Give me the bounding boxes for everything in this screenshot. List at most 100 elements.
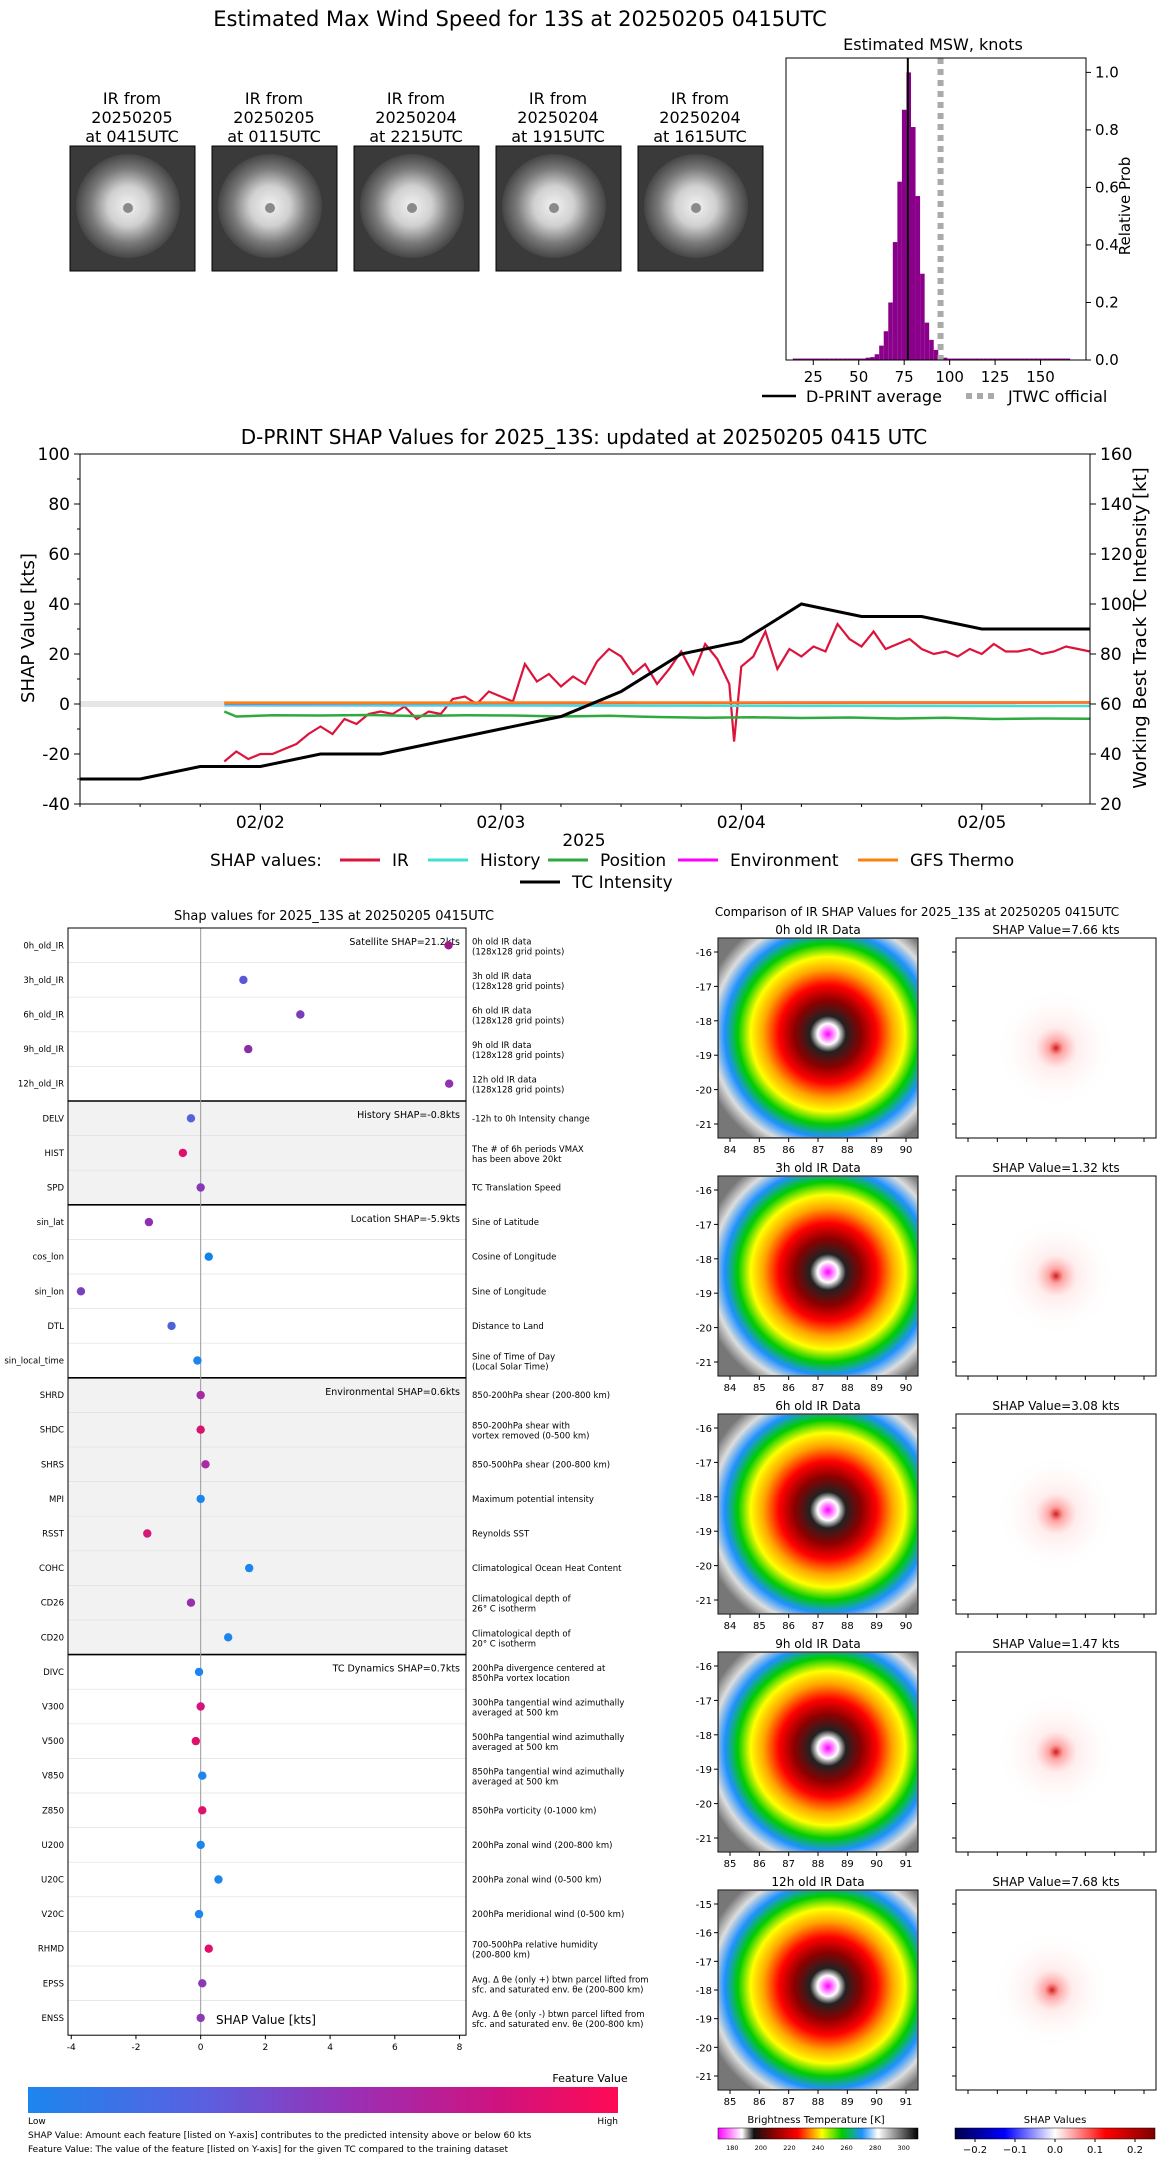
msw-bar [970, 358, 975, 360]
msw-bar [806, 358, 811, 360]
legend-label-environment: Environment [730, 851, 839, 871]
msw-bar [1047, 358, 1052, 360]
feature-point [76, 1287, 86, 1296]
ts-ytick-label: 80 [48, 495, 70, 515]
ir-ytick-label: -19 [696, 1765, 712, 1776]
ts-xtick-label: 02/04 [717, 813, 766, 833]
ts-y2tick-label: 100 [1100, 595, 1132, 615]
ir-xtick-label: 84 [724, 1383, 737, 1394]
msw-frame [785, 57, 1087, 361]
msw-bar [856, 358, 861, 360]
ir-panel-title: 12h old IR Data [771, 1875, 864, 1889]
ir-ytick-label: -16 [696, 1662, 712, 1673]
ir-xtick-label: 89 [870, 1621, 883, 1632]
msw-bar [1011, 358, 1016, 360]
ts-xtick-label: 02/02 [236, 813, 285, 833]
feature-name: SPD [47, 1184, 65, 1194]
ts-ytick-label: -20 [42, 745, 70, 765]
msw-bar [983, 358, 989, 360]
msw-bar [901, 109, 907, 361]
shap-panel-title: SHAP Value=7.68 kts [992, 1875, 1119, 1889]
feature-xtick-label: 0 [198, 2043, 204, 2053]
feature-name: HIST [45, 1149, 65, 1159]
ir-panel-title: 9h old IR Data [775, 1637, 861, 1651]
feature-desc: (128x128 grid points) [472, 947, 564, 957]
thumb-eye-0 [123, 203, 133, 213]
feature-point [204, 1252, 213, 1261]
feature-name: DELV [42, 1114, 64, 1124]
feature-point [239, 975, 248, 985]
ir-panel-title: 0h old IR Data [775, 923, 861, 937]
msw-bar [824, 358, 830, 360]
ir-xtick-label: 84 [724, 1621, 737, 1632]
ts-y2tick-label: 120 [1100, 545, 1132, 565]
msw-bar [820, 358, 825, 360]
ir-ytick-label: -16 [696, 948, 712, 959]
ir-panel-image [719, 1415, 917, 1613]
thumb-label-4-0: IR from [671, 89, 729, 108]
feature-point [186, 1114, 196, 1123]
series-gfs-thermo [224, 701, 1091, 705]
ir-colorbar-tick: 220 [783, 2144, 795, 2152]
msw-bar [842, 358, 848, 360]
feature-name: cos_lon [32, 1253, 64, 1263]
ir-xtick-label: 86 [753, 1859, 766, 1870]
feature-point [201, 1460, 210, 1469]
feature-desc: (128x128 grid points) [472, 982, 564, 992]
footnote-feature: Feature Value: The value of the feature … [28, 2145, 508, 2155]
feature-point [196, 1183, 205, 1192]
feature-desc: sfc. and saturated env. θe (200-800 km) [472, 1985, 644, 1995]
ts-ytick-label: 20 [48, 645, 70, 665]
thumb-label-0-2: at 0415UTC [85, 127, 179, 146]
series-history [224, 704, 1091, 708]
msw-ytick-label: 0.8 [1095, 121, 1119, 139]
thumb-label-0-1: 20250205 [91, 108, 172, 127]
feature-point [196, 1425, 205, 1434]
shap-panel-title: SHAP Value=3.08 kts [992, 1399, 1119, 1413]
msw-bar [929, 339, 934, 360]
feature-name: DIVC [43, 1668, 64, 1678]
thumb-label-0-0: IR from [103, 89, 161, 108]
feature-shap-panel: Shap values for 2025_13S at 20250205 041… [4, 909, 648, 2155]
msw-bar [924, 322, 930, 360]
feature-point [198, 1771, 207, 1780]
feature-desc: 0h old IR data [472, 937, 531, 947]
feature-group-bg [68, 1204, 466, 1378]
feature-point [196, 1390, 205, 1400]
msw-bar [801, 358, 807, 360]
msw-bar [883, 331, 889, 360]
feature-desc: averaged at 500 km [472, 1743, 558, 1753]
msw-bar [792, 358, 798, 360]
feature-group-bg [68, 1654, 466, 2036]
shap-panel-title: SHAP Value=1.47 kts [992, 1637, 1119, 1651]
feature-name: SHRD [40, 1391, 65, 1401]
feature-name: V850 [42, 1772, 64, 1782]
msw-histogram: Estimated MSW, knots Relative Prob 25 50 7… [762, 35, 1134, 406]
feature-desc: 20° C isotherm [472, 1639, 536, 1649]
msw-bar [851, 358, 857, 360]
feature-point [198, 1806, 207, 1815]
feature-point [245, 1563, 254, 1573]
ir-xtick-label: 87 [782, 1859, 795, 1870]
ir-ytick-label: -21 [696, 1358, 712, 1369]
ir-ytick-label: -17 [696, 1696, 712, 1707]
msw-bar [988, 358, 993, 360]
feature-desc: Distance to Land [472, 1322, 544, 1332]
msw-bar [1006, 358, 1011, 360]
msw-bar [1029, 358, 1034, 360]
msw-bar [1033, 358, 1039, 360]
ir-ytick-label: -16 [696, 1929, 712, 1940]
msw-bar [947, 358, 952, 360]
shap-panel-hotspot [992, 1930, 1112, 2050]
thumb-label-3-1: 20250204 [517, 108, 598, 127]
ts-y2tick-label: 160 [1100, 445, 1132, 465]
ts-ytick-label: 40 [48, 595, 70, 615]
feature-desc: Maximum potential intensity [472, 1495, 594, 1505]
msw-bar [1024, 358, 1030, 360]
feature-desc: 6h old IR data [472, 1007, 531, 1017]
ir-ytick-label: -18 [696, 1986, 712, 1997]
feature-desc: sfc. and saturated env. θe (200-800 km) [472, 2020, 644, 2030]
ir-ytick-label: -16 [696, 1186, 712, 1197]
msw-ytick-label: 1.0 [1095, 63, 1119, 81]
